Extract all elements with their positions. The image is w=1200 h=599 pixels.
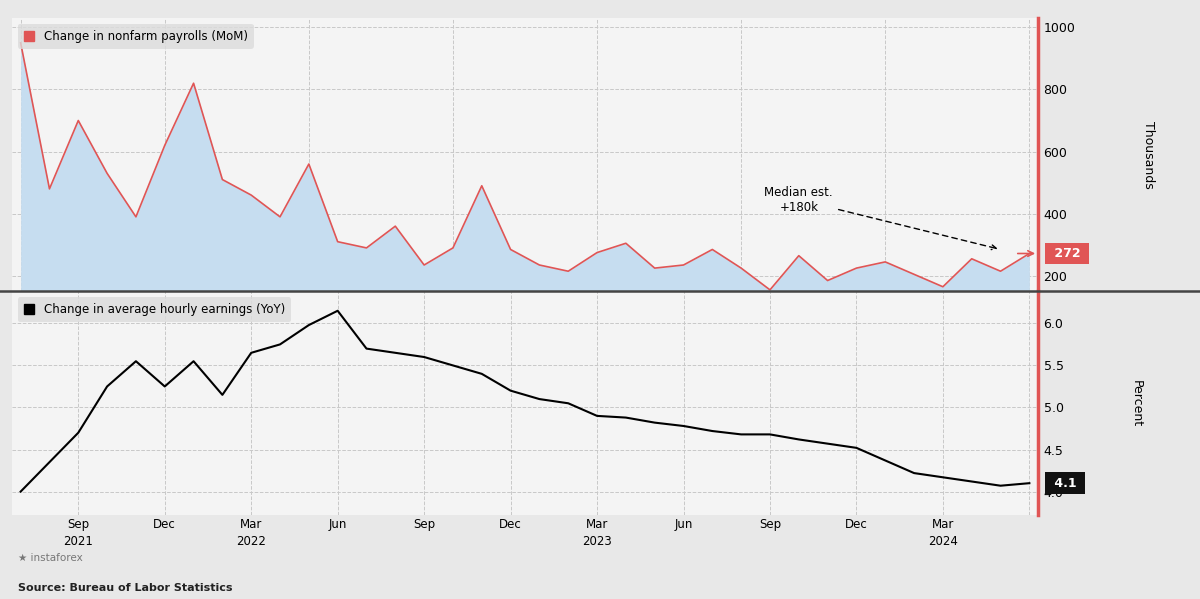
Y-axis label: Percent: Percent [1130,380,1144,427]
Text: Source: Bureau of Labor Statistics: Source: Bureau of Labor Statistics [18,583,233,593]
Text: ★ instaforex: ★ instaforex [18,553,83,563]
Y-axis label: Thousands: Thousands [1142,121,1156,189]
Text: Median est.
+180k: Median est. +180k [764,186,996,250]
Legend: Change in average hourly earnings (YoY): Change in average hourly earnings (YoY) [18,297,292,322]
Text: 272: 272 [1050,247,1085,260]
Text: 4.1: 4.1 [1050,477,1080,489]
Legend: Change in nonfarm payrolls (MoM): Change in nonfarm payrolls (MoM) [18,24,253,49]
